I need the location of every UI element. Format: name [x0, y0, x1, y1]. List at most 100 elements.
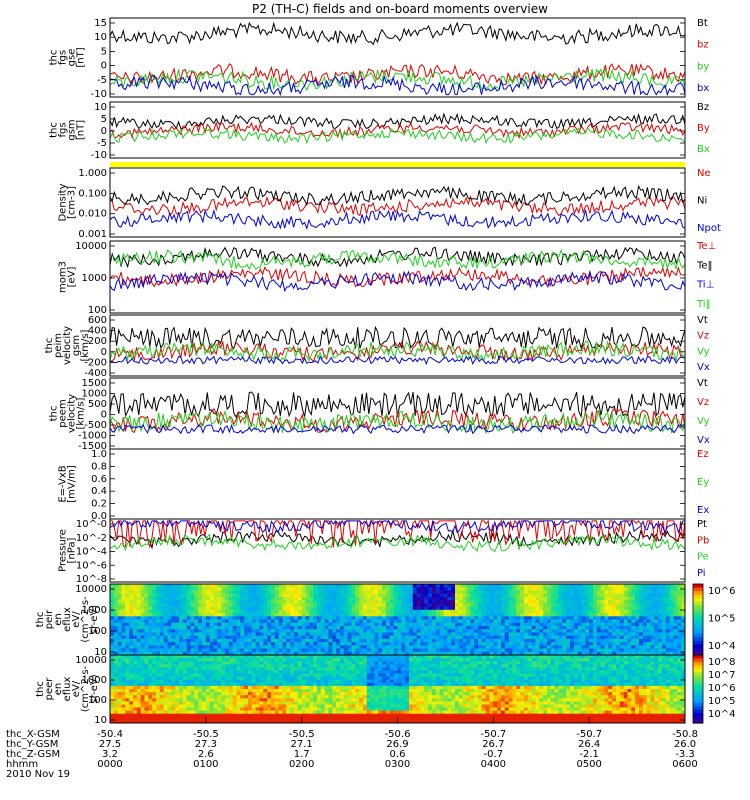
colorbar-cell	[693, 594, 703, 599]
spectrogram-cell	[301, 645, 307, 650]
spectrogram-cell	[267, 661, 272, 665]
spectrogram-cell	[642, 626, 648, 630]
spectrogram-cell	[251, 629, 257, 633]
spectrogram-cell	[248, 606, 253, 611]
spectrogram-cell	[669, 629, 675, 633]
spectrogram-cell	[221, 613, 226, 617]
spectrogram-cell	[240, 651, 245, 655]
spectrogram-cell	[309, 619, 314, 624]
spectrogram-cell	[159, 651, 165, 655]
spectrogram-cell	[504, 626, 510, 630]
spectrogram-cell	[148, 616, 153, 621]
spectrogram-cell	[639, 638, 644, 643]
spectrogram-cell	[301, 600, 307, 604]
spectrogram-cell	[267, 629, 272, 633]
spectrogram-cell	[152, 593, 157, 598]
spectrogram-cell	[186, 619, 192, 624]
spectrogram-cell	[301, 667, 307, 672]
y-axis-label: [nPa]	[67, 537, 78, 563]
spectrogram-cell	[317, 685, 322, 690]
spectrogram-cell	[458, 632, 464, 637]
spectrogram-cell	[631, 642, 636, 646]
spectrogram-cell	[213, 622, 218, 627]
spectrogram-cell	[566, 619, 571, 624]
spectrogram-cell	[596, 642, 602, 646]
spectrogram-cell	[332, 590, 337, 595]
spectrogram-cell	[654, 606, 659, 611]
spectrogram-cell	[355, 698, 360, 702]
spectrogram-cell	[332, 679, 337, 684]
spectrogram-cell	[566, 606, 571, 611]
spectrogram-cell	[159, 661, 165, 665]
spectrogram-cell	[639, 616, 644, 621]
spectrogram-cell	[581, 642, 586, 646]
spectrogram-cell	[547, 590, 552, 595]
spectrogram-cell	[447, 629, 452, 633]
spectrogram-cell	[343, 685, 349, 690]
spectrogram-cell	[504, 629, 510, 633]
spectrogram-cell	[639, 613, 644, 617]
spectrogram-cell	[531, 609, 537, 614]
spectrogram-cell	[278, 707, 284, 712]
spectrogram-cell	[412, 629, 418, 633]
spectrogram-cell	[332, 685, 337, 690]
spectrogram-cell	[363, 651, 368, 655]
spectrogram-cell	[171, 707, 176, 712]
spectrogram-cell	[209, 645, 215, 650]
spectrogram-cell	[125, 590, 130, 595]
spectrogram-cell	[604, 651, 609, 655]
spectrogram-cell	[355, 707, 360, 712]
spectrogram-cell	[608, 587, 613, 591]
spectrogram-cell	[156, 664, 161, 668]
spectrogram-cell	[535, 648, 540, 653]
spectrogram-cell	[489, 645, 494, 650]
spectrogram-cell	[301, 679, 307, 684]
spectrogram-cell	[313, 596, 318, 601]
spectrogram-cell	[294, 682, 299, 687]
spectrogram-cell	[255, 710, 261, 715]
spectrogram-cell	[343, 682, 349, 687]
spectrogram-cell	[324, 622, 330, 627]
spectrogram-cell	[209, 635, 215, 640]
spectrogram-cell	[179, 645, 184, 650]
spectrogram-cell	[458, 638, 464, 643]
spectrogram-cell	[240, 682, 245, 687]
spectrogram-cell	[535, 603, 540, 608]
spectrogram-cell	[309, 676, 314, 681]
spectrogram-cell	[439, 648, 445, 653]
spectrogram-cell	[351, 676, 356, 681]
spectrogram-cell	[248, 713, 253, 718]
spectrogram-cell	[290, 651, 295, 655]
spectrogram-cell	[347, 596, 353, 601]
spectrogram-cell	[543, 584, 548, 588]
spectrogram-cell	[129, 682, 134, 687]
spectrogram-cell	[539, 629, 544, 633]
y-axis-label: E=-VxB	[58, 465, 69, 502]
spectrogram-cell	[202, 667, 207, 672]
temperature-panel	[109, 240, 686, 314]
spectrogram-cell	[117, 645, 123, 650]
spectrogram-cell	[244, 587, 249, 591]
spectrogram-cell	[593, 609, 598, 614]
spectrogram-cell	[562, 603, 567, 608]
spectrogram-cell	[240, 629, 245, 633]
spectrogram-cell	[681, 645, 685, 650]
spectrogram-cell	[198, 609, 203, 614]
spectrogram-cell	[631, 645, 636, 650]
spectrogram-cell	[136, 676, 142, 681]
spectrogram-cell	[669, 632, 675, 637]
spectrogram-cell	[570, 638, 575, 643]
spectrogram-cell	[585, 632, 590, 637]
spectrogram-cell	[439, 635, 445, 640]
spectrogram-cell	[148, 635, 153, 640]
spectrogram-cell	[665, 645, 671, 650]
spectrogram-cell	[179, 679, 184, 684]
spectrogram-cell	[175, 590, 180, 595]
spectrogram-cell	[550, 651, 556, 655]
spectrogram-cell	[458, 584, 464, 588]
spectrogram-cell	[351, 695, 356, 699]
spectrogram-cell	[416, 587, 422, 591]
spectrogram-cell	[190, 713, 195, 718]
spectrogram-cell	[294, 587, 299, 591]
spectrogram-cell	[244, 632, 249, 637]
